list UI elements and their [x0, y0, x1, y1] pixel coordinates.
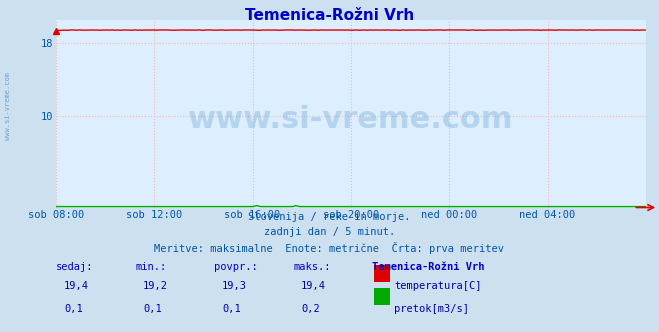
Text: temperatura[C]: temperatura[C]: [394, 281, 482, 290]
Text: Temenica-Rožni Vrh: Temenica-Rožni Vrh: [245, 8, 414, 23]
Text: 0,1: 0,1: [143, 304, 161, 314]
Text: Slovenija / reke in morje.: Slovenija / reke in morje.: [248, 212, 411, 222]
Text: 19,4: 19,4: [64, 281, 89, 290]
Text: 0,1: 0,1: [64, 304, 82, 314]
Text: 0,2: 0,2: [301, 304, 320, 314]
Text: 19,4: 19,4: [301, 281, 326, 290]
Text: www.si-vreme.com: www.si-vreme.com: [5, 72, 11, 140]
Text: Temenica-Rožni Vrh: Temenica-Rožni Vrh: [372, 262, 485, 272]
Text: min.:: min.:: [135, 262, 166, 272]
Text: maks.:: maks.:: [293, 262, 331, 272]
Text: 0,1: 0,1: [222, 304, 241, 314]
Text: Meritve: maksimalne  Enote: metrične  Črta: prva meritev: Meritve: maksimalne Enote: metrične Črta…: [154, 242, 505, 254]
Text: www.si-vreme.com: www.si-vreme.com: [188, 105, 513, 134]
Text: zadnji dan / 5 minut.: zadnji dan / 5 minut.: [264, 227, 395, 237]
Text: povpr.:: povpr.:: [214, 262, 258, 272]
Text: pretok[m3/s]: pretok[m3/s]: [394, 304, 469, 314]
Text: sedaj:: sedaj:: [56, 262, 94, 272]
Text: 19,3: 19,3: [222, 281, 247, 290]
Text: 19,2: 19,2: [143, 281, 168, 290]
